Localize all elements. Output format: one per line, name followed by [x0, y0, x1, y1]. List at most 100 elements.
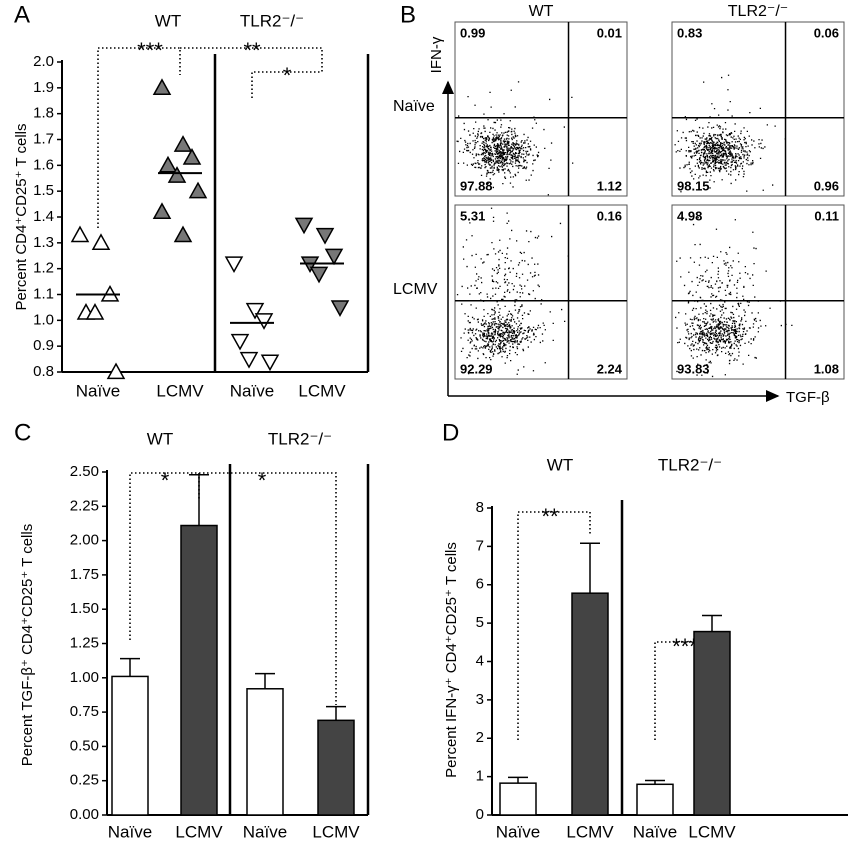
data-point: [188, 181, 208, 199]
quadrant-percent: 0.11: [814, 208, 839, 223]
quadrant-percent: 2.24: [597, 361, 623, 376]
quadrant-percent: 5.31: [460, 208, 485, 223]
y-tick-label: 0.75: [70, 703, 99, 720]
column-header: TLR2⁻/⁻: [728, 3, 788, 20]
significance-label: *: [161, 468, 170, 493]
row-label: LCMV: [393, 281, 438, 298]
data-point: [245, 302, 265, 320]
quadrant-percent: 0.16: [597, 208, 622, 223]
x-tick-label: Naïve: [108, 822, 152, 841]
y-tick-label: 2.25: [70, 497, 99, 514]
quadrant-percent: 0.06: [814, 25, 839, 40]
plot-frame: [671, 21, 845, 197]
significance-label: *: [258, 468, 267, 493]
y-tick-label: 8: [476, 499, 484, 516]
y-tick-label: 3: [476, 691, 484, 708]
data-point: [173, 135, 193, 152]
y-tick-label: 1.3: [33, 234, 54, 251]
x-axis-label: TGF-β: [786, 389, 830, 406]
y-tick-label: 1.75: [70, 566, 99, 583]
y-axis-label: Percent CD4⁺CD25⁺ T cells: [13, 123, 30, 310]
group-header: TLR2⁻/⁻: [240, 11, 304, 30]
significance-label: ***: [137, 38, 163, 63]
y-tick-label: 0.9: [33, 337, 54, 354]
column-header: WT: [529, 3, 554, 20]
x-tick-label: Naïve: [496, 822, 540, 841]
y-tick-label: 0.25: [70, 772, 99, 789]
quadrant-percent: 93.83: [677, 361, 710, 376]
event-cloud: [456, 81, 574, 196]
x-tick-label: LCMV: [156, 381, 204, 400]
y-tick-label: 1: [476, 768, 484, 785]
y-tick-label: 2.0: [33, 53, 54, 70]
panel-letter: D: [442, 419, 459, 446]
y-tick-label: 1.8: [33, 105, 54, 122]
plot-frame: [671, 204, 845, 380]
y-tick-label: 2.50: [70, 463, 99, 480]
panel-letter: B: [400, 1, 416, 28]
significance-label: **: [541, 504, 559, 529]
bar: [693, 630, 731, 816]
data-point: [260, 354, 280, 372]
significance-label: *: [283, 63, 292, 88]
data-point: [106, 362, 126, 380]
flow-plot: 5.31 0.16 92.29 2.24: [454, 204, 628, 380]
bar: [180, 524, 218, 816]
bar: [571, 592, 609, 816]
x-tick-label: LCMV: [688, 822, 736, 841]
x-tick-label: LCMV: [566, 822, 614, 841]
quadrant-percent: 4.98: [677, 208, 702, 223]
quadrant-percent: 97.88: [460, 178, 493, 193]
row-label: Naïve: [393, 98, 435, 115]
data-point: [254, 313, 274, 330]
data-point: [173, 225, 193, 243]
y-tick-label: 6: [476, 576, 484, 593]
y-tick-label: 2: [476, 729, 484, 746]
data-point: [315, 227, 335, 245]
quadrant-percent: 98.15: [677, 178, 710, 193]
data-point: [230, 333, 250, 351]
group-header: WT: [147, 429, 173, 448]
y-tick-label: 1.0: [33, 311, 54, 328]
plot-frame: [454, 204, 628, 380]
data-point: [324, 248, 344, 266]
data-point: [309, 266, 329, 284]
quadrant-percent: 0.01: [597, 25, 622, 40]
group-header: WT: [547, 455, 573, 474]
y-axis-label: Percent IFN-γ⁺ CD4⁺CD25⁺ T cells: [443, 542, 460, 778]
x-tick-label: LCMV: [298, 381, 346, 400]
y-tick-label: 7: [476, 537, 484, 554]
y-tick-label: 1.1: [33, 285, 54, 302]
significance-bracket: [517, 511, 591, 740]
data-point: [158, 155, 178, 173]
y-tick-label: 1.25: [70, 634, 99, 651]
y-tick-label: 1.4: [33, 208, 54, 225]
data-point: [330, 300, 350, 317]
y-tick-label: 1.6: [33, 156, 54, 173]
y-tick-label: 1.5: [33, 182, 54, 199]
quadrant-percent: 1.12: [597, 178, 622, 193]
plot-frame: [454, 21, 628, 197]
data-point: [70, 225, 90, 243]
y-tick-label: 1.7: [33, 130, 54, 147]
quadrant-percent: 1.08: [814, 361, 839, 376]
y-tick-label: 0: [476, 806, 484, 823]
y-tick-label: 0.00: [70, 806, 99, 823]
y-axis-label: IFN-γ: [428, 36, 445, 73]
x-tick-label: Naïve: [76, 381, 120, 400]
significance-bracket: [199, 472, 337, 705]
data-point: [182, 148, 202, 165]
group-header: WT: [155, 11, 181, 30]
quadrant-percent: 0.96: [814, 178, 839, 193]
y-tick-label: 1.9: [33, 79, 54, 96]
data-point: [167, 166, 187, 183]
data-point: [294, 217, 314, 235]
quadrant-percent: 92.29: [460, 361, 493, 376]
y-tick-label: 5: [476, 614, 484, 631]
data-point: [224, 256, 244, 274]
y-tick-label: 0.50: [70, 737, 99, 754]
y-tick-label: 1.00: [70, 669, 99, 686]
significance-label: **: [243, 38, 261, 63]
y-tick-label: 1.2: [33, 260, 54, 277]
